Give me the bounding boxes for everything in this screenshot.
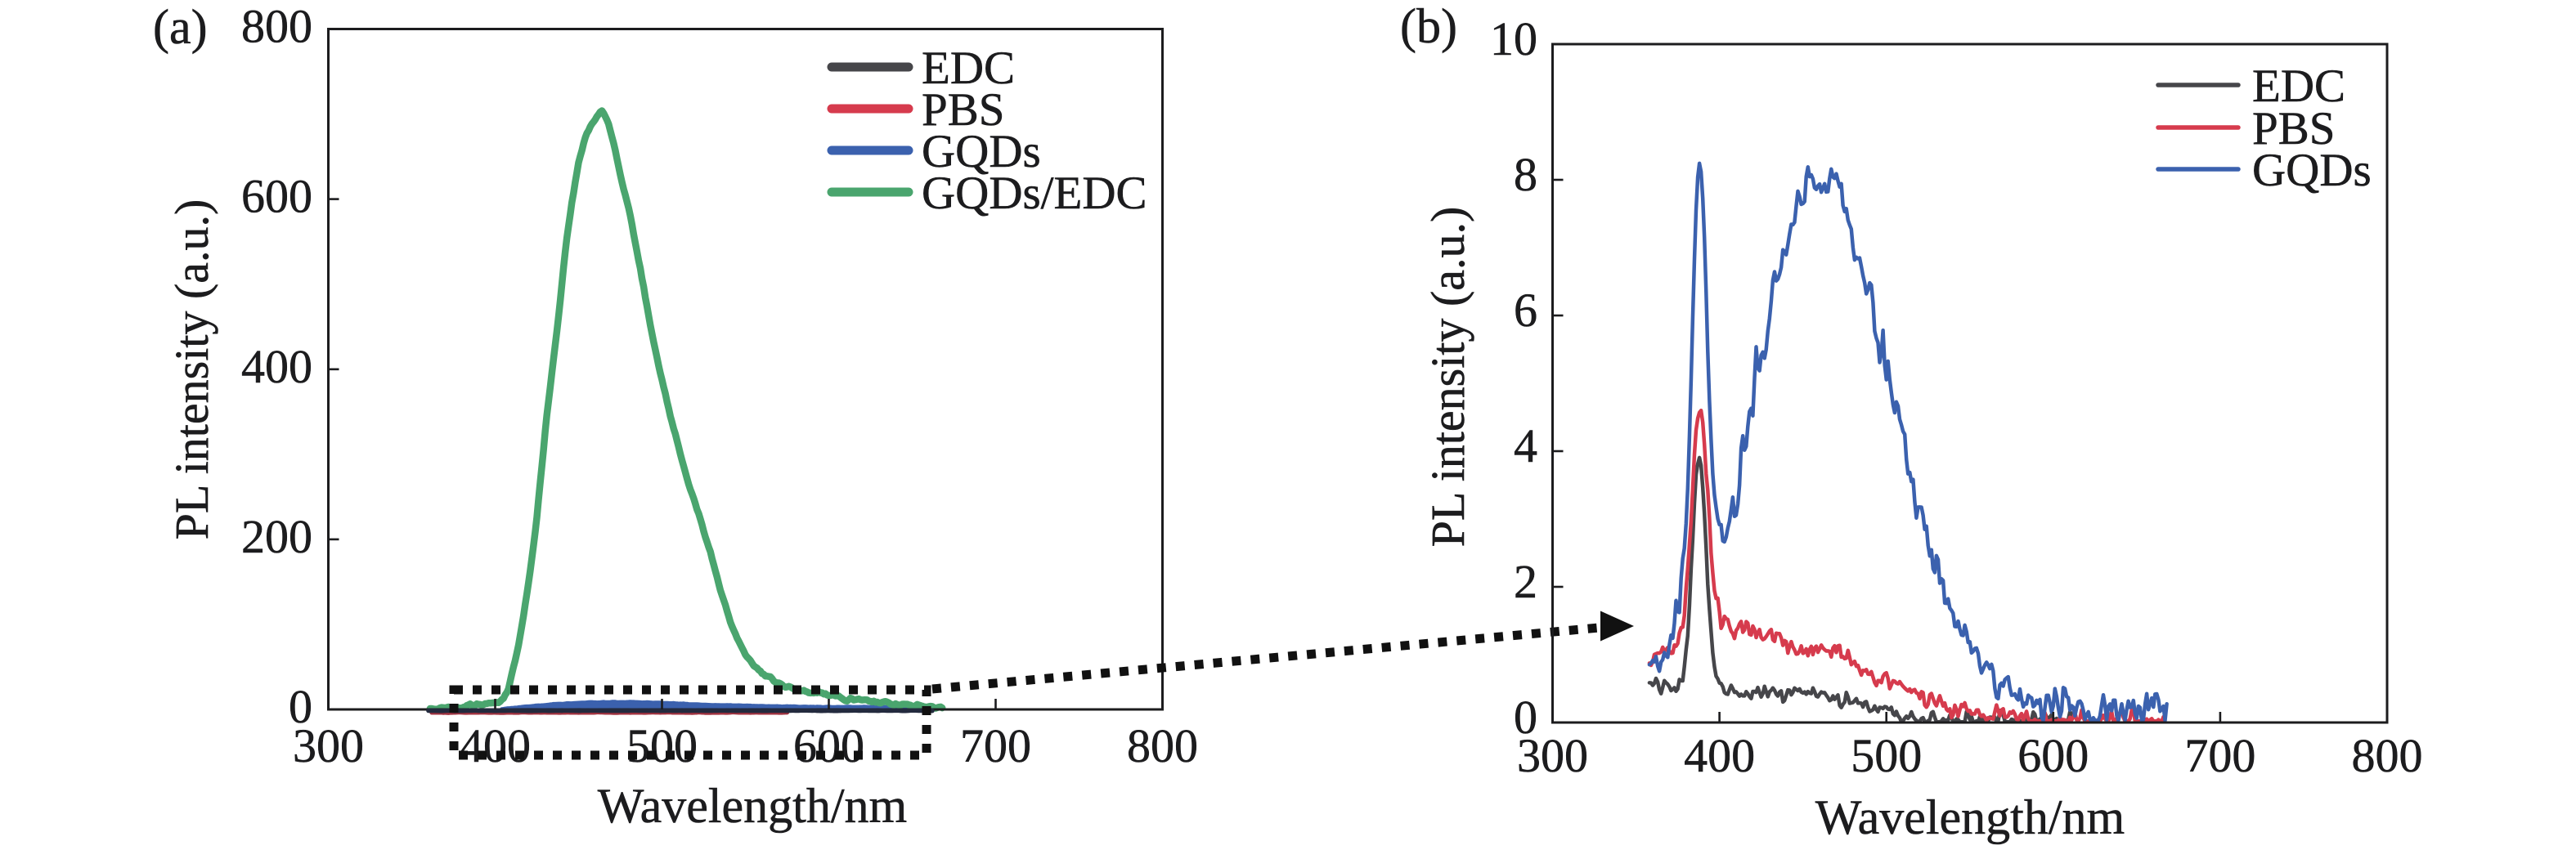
svg-text:GQDs: GQDs: [922, 126, 1041, 177]
svg-text:800: 800: [2352, 729, 2423, 782]
svg-text:300: 300: [293, 719, 364, 772]
svg-text:700: 700: [2184, 729, 2255, 782]
svg-text:600: 600: [241, 170, 312, 223]
svg-text:200: 200: [241, 510, 312, 563]
svg-text:800: 800: [241, 0, 312, 53]
svg-text:4: 4: [1514, 419, 1537, 472]
svg-text:0: 0: [1514, 691, 1537, 744]
svg-text:500: 500: [626, 719, 698, 772]
svg-text:10: 10: [1490, 12, 1537, 65]
svg-text:PBS: PBS: [922, 84, 1004, 136]
svg-text:GQDs: GQDs: [2252, 145, 2372, 196]
svg-text:2: 2: [1514, 555, 1537, 608]
svg-text:600: 600: [2017, 729, 2089, 782]
svg-text:6: 6: [1514, 284, 1537, 337]
svg-text:300: 300: [1517, 729, 1588, 782]
svg-text:400: 400: [1684, 729, 1755, 782]
svg-text:500: 500: [1851, 729, 1922, 782]
svg-text:PL intensity (a.u.): PL intensity (a.u.): [165, 199, 218, 540]
svg-text:PL intensity (a.u.): PL intensity (a.u.): [1421, 207, 1474, 548]
svg-text:EDC: EDC: [922, 42, 1015, 94]
svg-text:8: 8: [1514, 148, 1537, 201]
svg-text:(a): (a): [153, 0, 208, 54]
svg-text:600: 600: [793, 719, 864, 772]
svg-text:400: 400: [241, 340, 312, 393]
svg-text:700: 700: [960, 719, 1031, 772]
svg-text:800: 800: [1127, 719, 1198, 772]
svg-text:GQDs/EDC: GQDs/EDC: [922, 168, 1147, 219]
svg-text:(b): (b): [1400, 0, 1457, 53]
svg-text:PBS: PBS: [2252, 103, 2335, 154]
svg-text:400: 400: [460, 719, 531, 772]
svg-text:0: 0: [289, 680, 312, 733]
svg-text:EDC: EDC: [2252, 60, 2345, 112]
svg-text:Wavelength/nm: Wavelength/nm: [1815, 790, 2125, 844]
svg-text:Wavelength/nm: Wavelength/nm: [598, 779, 907, 833]
